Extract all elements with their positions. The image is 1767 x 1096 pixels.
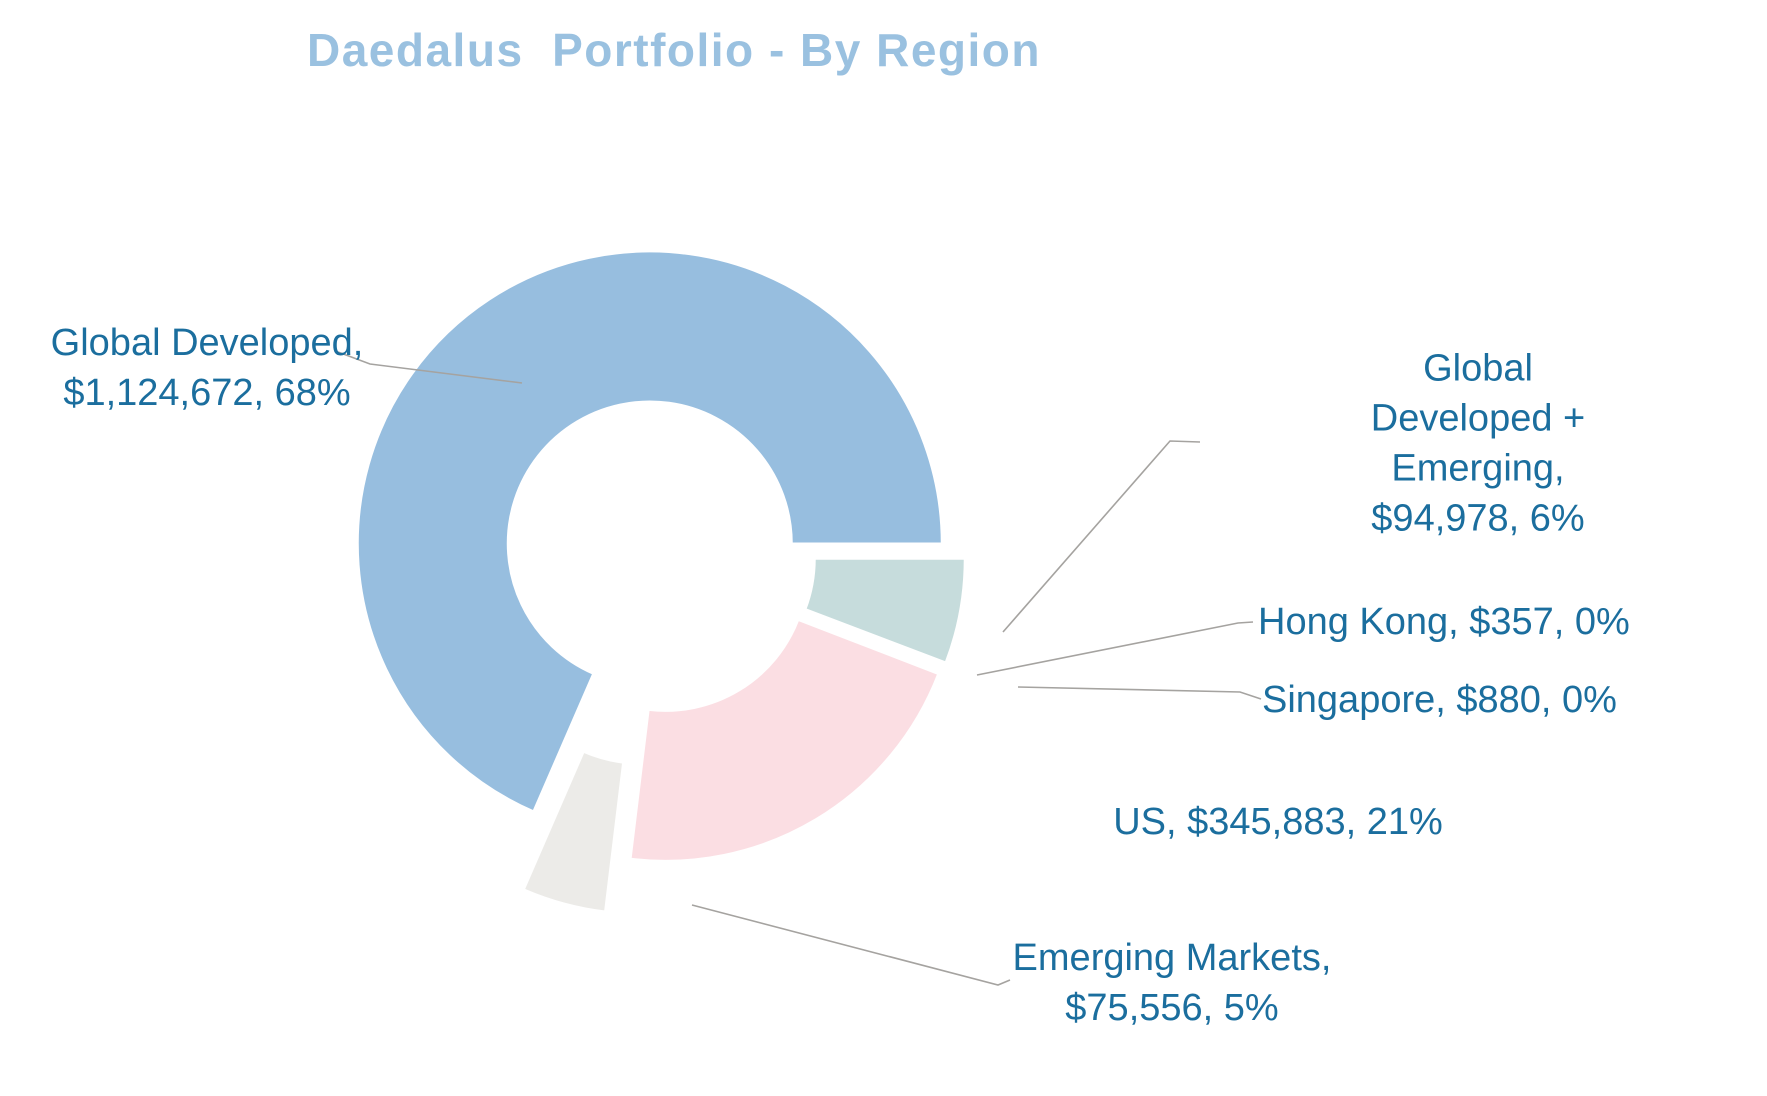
slice-singapore	[803, 611, 946, 668]
leader-line-global-developed	[337, 351, 523, 384]
leader-line-emerging-markets	[691, 904, 1011, 986]
slice-label-hong-kong: Hong Kong, $357, 0%	[1258, 600, 1630, 643]
slice-us	[629, 618, 940, 862]
chart-title: Daedalus Portfolio - By Region	[306, 24, 1042, 76]
slice-label-singapore: Singapore, $880, 0%	[1262, 678, 1617, 721]
slice-global-developed	[356, 250, 943, 813]
slice-label-emerging-markets: Emerging Markets, $75,556, 5%	[1012, 936, 1332, 1029]
slice-emerging-markets	[522, 750, 625, 913]
leader-line-singapore	[1017, 686, 1262, 700]
leader-line-global-developed-emerging	[1002, 440, 1201, 633]
slice-label-global-developed-emerging: Global Developed + Emerging, $94,978, 6%	[1370, 347, 1586, 541]
leader-line-hong-kong	[976, 621, 1254, 676]
slice-label-us: US, $345,883, 21%	[1113, 800, 1443, 843]
slice-label-global-developed: Global Developed, $1,124,672, 68%	[50, 321, 364, 414]
slice-global-developed-emerging	[804, 557, 966, 664]
